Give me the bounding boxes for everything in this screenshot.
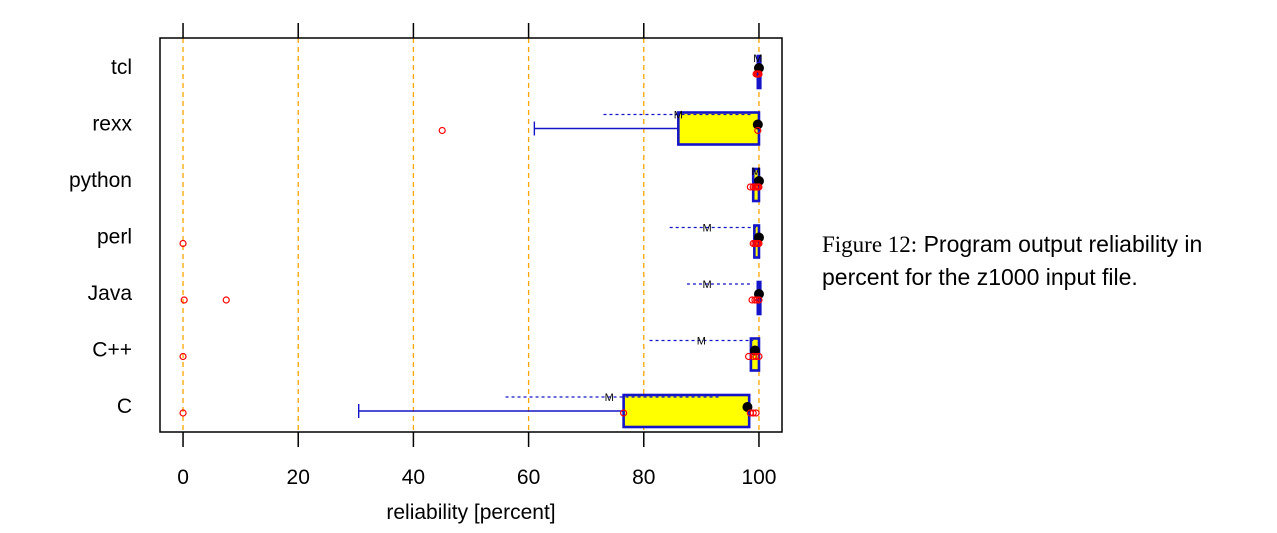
data-point xyxy=(755,239,763,248)
data-point xyxy=(755,70,763,78)
data-point xyxy=(749,409,757,417)
grid-lines xyxy=(182,38,760,432)
data-point xyxy=(179,352,187,361)
box-python: M xyxy=(746,166,764,203)
category-label: perl xyxy=(97,226,132,249)
data-point xyxy=(179,239,187,248)
iqr-box xyxy=(677,111,761,146)
data-point xyxy=(620,409,628,417)
x-axis-ticks: 0 20 40 60 80 100 xyxy=(177,23,776,489)
boxplot-chart: M M M M M M M 0 20 40 60 80 100 tcl rexx python perl Ja… xyxy=(69,23,783,524)
figure-caption-text: Program output reliability in percent fo… xyxy=(822,231,1203,290)
mean-marker: M xyxy=(703,279,712,291)
mean-marker: M xyxy=(674,110,683,122)
plot-frame xyxy=(159,37,783,433)
data-point xyxy=(179,409,187,417)
data-point xyxy=(752,409,760,417)
mean-marker: M xyxy=(703,223,712,235)
tick-label: 20 xyxy=(287,466,310,489)
data-point xyxy=(753,296,761,304)
median-dot xyxy=(752,119,763,130)
mean-marker: M xyxy=(605,392,614,404)
data-point xyxy=(755,296,763,304)
tick-label: 0 xyxy=(177,466,189,489)
tick-label: 60 xyxy=(517,466,540,489)
category-label: C++ xyxy=(92,339,132,362)
category-label: C xyxy=(117,395,132,418)
mean-marker: M xyxy=(751,166,760,178)
mean-marker: M xyxy=(753,53,762,65)
box-rexx: M xyxy=(438,110,763,146)
box-c: M xyxy=(179,392,760,429)
y-axis-categories: tcl rexx python perl Java C++ C xyxy=(69,56,133,418)
tick-label: 40 xyxy=(402,466,425,489)
category-label: python xyxy=(69,169,132,192)
box-c: M xyxy=(179,336,763,372)
data-point xyxy=(755,183,763,191)
data-point xyxy=(438,126,446,135)
figure-caption: Figure 12: Program output reliability in… xyxy=(822,228,1262,293)
figure-label: Figure 12: xyxy=(822,232,918,257)
data-point xyxy=(752,352,760,361)
data-point xyxy=(755,352,763,361)
x-axis-title: reliability [percent] xyxy=(386,501,555,524)
data-point xyxy=(222,296,230,304)
data-point xyxy=(754,126,762,135)
mean-marker: M xyxy=(697,336,706,348)
data-point xyxy=(180,296,188,304)
category-label: Java xyxy=(88,282,133,305)
box-perl: M xyxy=(179,223,764,259)
tick-label: 100 xyxy=(741,466,776,489)
data-point xyxy=(744,352,753,361)
category-label: rexx xyxy=(92,113,132,136)
tick-label: 80 xyxy=(632,466,655,489)
data-point xyxy=(748,296,756,304)
box-series: M M M M M M M xyxy=(179,53,764,429)
iqr-box xyxy=(622,393,751,429)
box-java: M xyxy=(180,279,764,316)
category-label: tcl xyxy=(111,56,132,79)
box-tcl: M xyxy=(752,53,764,90)
